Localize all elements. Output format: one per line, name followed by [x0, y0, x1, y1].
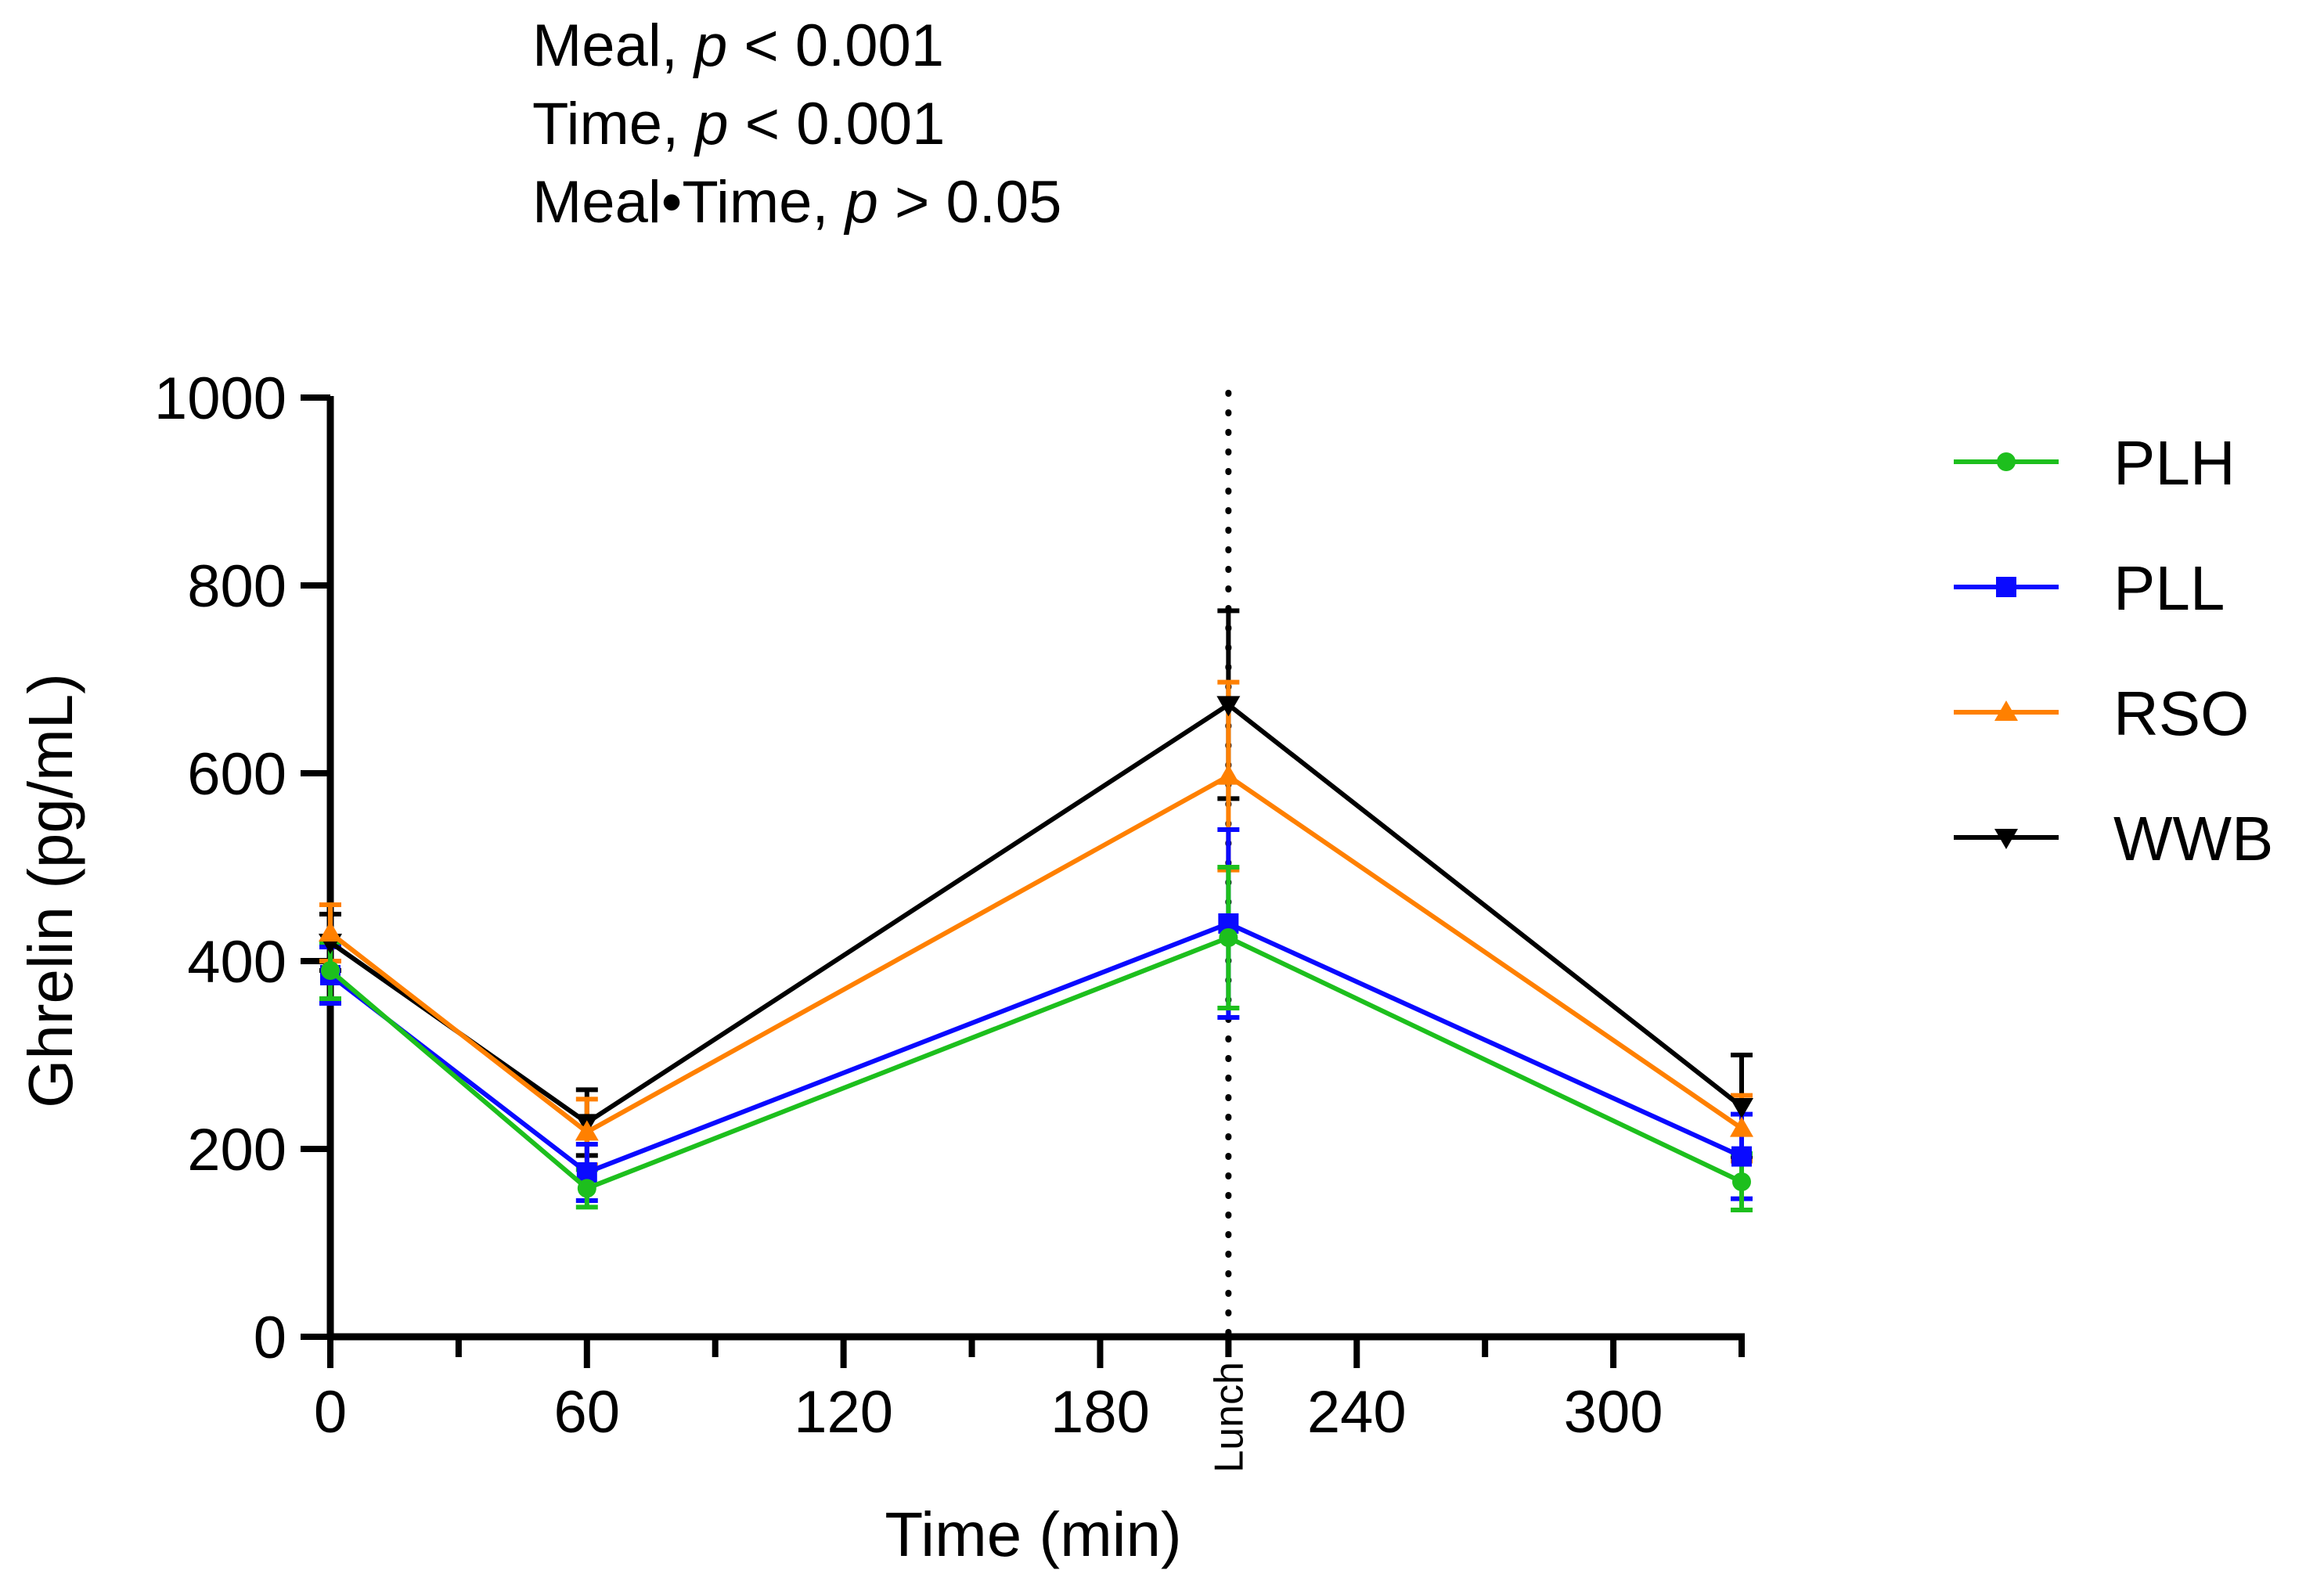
- y-axis-label: Ghrelin (pg/mL): [16, 673, 85, 1108]
- y-tick-label: 200: [187, 1117, 286, 1183]
- series-line-plh: [329, 935, 1743, 1191]
- legend-label-plh: PLH: [2113, 428, 2236, 498]
- legend-label-wwb: WWB: [2113, 804, 2273, 873]
- x-tick-label: 300: [1564, 1379, 1663, 1446]
- data-point-wwb: [1730, 1098, 1753, 1118]
- data-point-rso: [575, 1120, 599, 1141]
- lunch-label: Lunch: [1206, 1362, 1252, 1473]
- legend-marker-pll: [1996, 577, 2016, 597]
- stat-meal: Meal, p < 0.001: [532, 13, 944, 79]
- x-tick-label: 120: [794, 1379, 893, 1446]
- data-point-pll: [1731, 1146, 1752, 1167]
- legend-marker-rso: [1994, 700, 2018, 721]
- x-axis-label: Time (min): [885, 1500, 1181, 1569]
- stat-interaction: Meal•Time, p > 0.05: [532, 169, 1061, 236]
- x-tick-label: 60: [554, 1379, 621, 1446]
- x-tick-label: 180: [1050, 1379, 1150, 1446]
- series-line-pll: [329, 921, 1743, 1175]
- data-point-rso: [1730, 1116, 1753, 1137]
- y-tick-label: 1000: [154, 365, 286, 432]
- legend-marker-wwb: [1994, 829, 2018, 849]
- data-point-plh: [1732, 1172, 1751, 1191]
- series-line-rso: [329, 773, 1743, 1135]
- data-point-rso: [1216, 764, 1241, 785]
- y-tick-label: 800: [187, 553, 286, 620]
- x-tick-label: 240: [1307, 1379, 1407, 1446]
- data-point-wwb: [1216, 696, 1241, 717]
- data-point-plh: [577, 1179, 596, 1198]
- stat-time: Time, p < 0.001: [532, 91, 945, 157]
- data-point-plh: [1219, 928, 1238, 947]
- legend-label-pll: PLL: [2113, 553, 2225, 623]
- y-tick-label: 400: [187, 929, 286, 996]
- y-tick-label: 0: [254, 1305, 286, 1371]
- plot-area: 0 200 400 600 800 1000 0 60 120 180 240 300 Lunch: [154, 365, 1753, 1473]
- legend: PLH PLL RSO WWB: [1954, 428, 2273, 873]
- data-point-rso: [319, 921, 342, 942]
- x-tick-label: 0: [314, 1379, 347, 1446]
- legend-label-rso: RSO: [2113, 679, 2249, 748]
- data-point-plh: [321, 961, 340, 980]
- legend-marker-plh: [1997, 452, 2016, 471]
- y-tick-label: 600: [187, 741, 286, 808]
